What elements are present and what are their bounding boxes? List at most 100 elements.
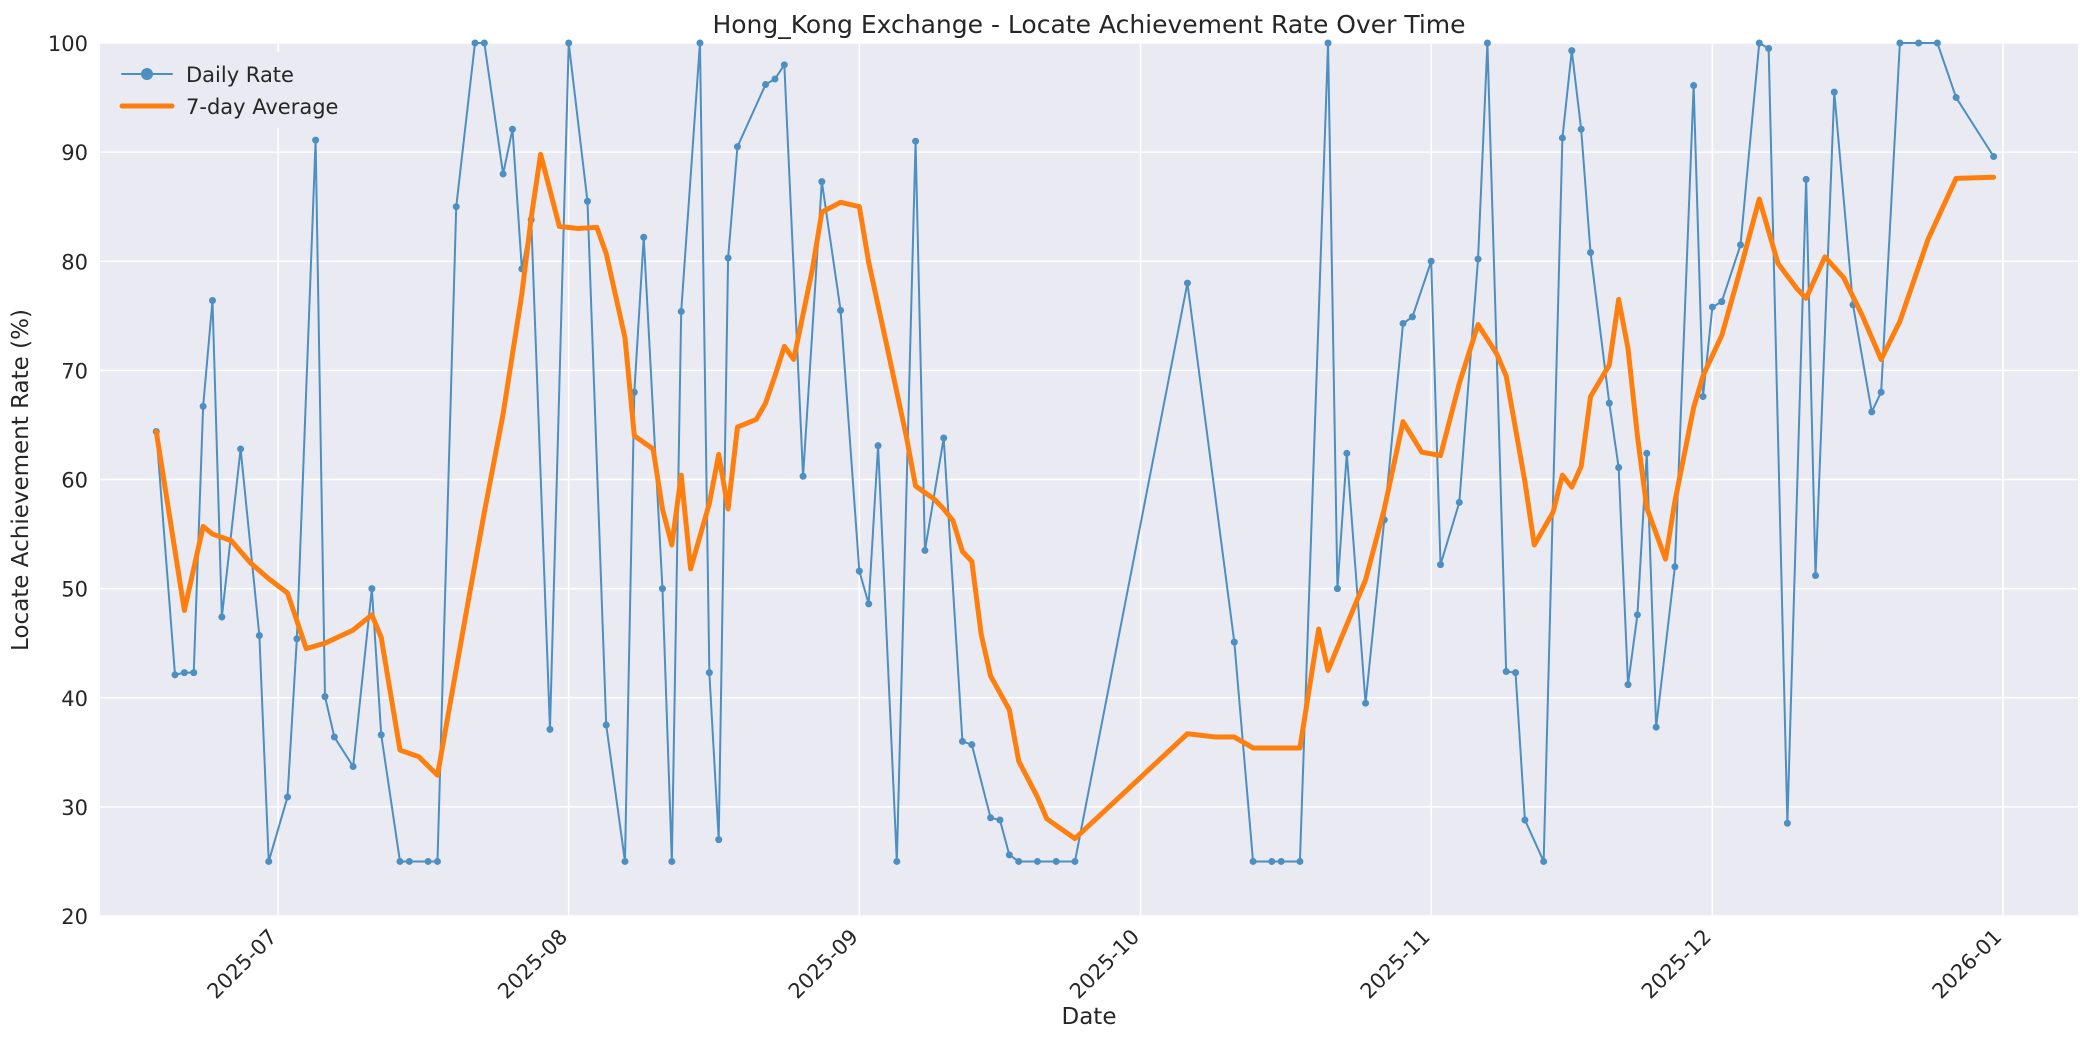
data-point-marker bbox=[715, 836, 723, 844]
data-point-marker bbox=[1015, 857, 1023, 865]
legend-background bbox=[110, 52, 332, 128]
y-tick-label: 30 bbox=[61, 796, 88, 820]
data-point-marker bbox=[771, 75, 779, 83]
data-point-marker bbox=[1737, 241, 1745, 249]
data-point-marker bbox=[1277, 857, 1285, 865]
data-point-marker bbox=[452, 203, 460, 211]
data-point-marker bbox=[912, 137, 920, 145]
data-point-marker bbox=[1437, 561, 1445, 569]
data-point-marker bbox=[668, 857, 676, 865]
y-tick-label: 70 bbox=[61, 359, 88, 383]
data-point-marker bbox=[1408, 313, 1416, 321]
data-point-marker bbox=[1633, 611, 1641, 619]
data-point-marker bbox=[799, 472, 807, 480]
data-point-marker bbox=[1183, 279, 1191, 287]
data-point-marker bbox=[677, 307, 685, 315]
data-point-marker bbox=[855, 567, 863, 575]
data-point-marker bbox=[1399, 319, 1407, 327]
y-tick-label: 20 bbox=[61, 905, 88, 929]
data-point-marker bbox=[218, 613, 226, 621]
data-point-marker bbox=[1052, 857, 1060, 865]
data-point-marker bbox=[1483, 39, 1491, 47]
y-tick-label: 100 bbox=[48, 32, 88, 56]
data-point-marker bbox=[1512, 669, 1520, 677]
data-point-marker bbox=[1615, 464, 1623, 471]
data-point-marker bbox=[865, 600, 873, 608]
data-point-marker bbox=[1540, 857, 1548, 865]
data-point-marker bbox=[1568, 47, 1576, 55]
data-point-marker bbox=[349, 763, 357, 770]
data-point-marker bbox=[1427, 257, 1435, 265]
legend-label: Daily Rate bbox=[186, 63, 294, 87]
data-point-marker bbox=[1296, 857, 1304, 865]
data-point-marker bbox=[940, 434, 948, 442]
y-tick-label: 80 bbox=[61, 250, 88, 274]
data-point-marker bbox=[1690, 82, 1698, 90]
data-point-marker bbox=[583, 197, 591, 205]
data-point-marker bbox=[1877, 388, 1885, 396]
data-point-marker bbox=[1474, 255, 1482, 263]
data-point-marker bbox=[762, 80, 770, 88]
data-point-marker bbox=[1624, 681, 1632, 689]
y-tick-label: 40 bbox=[61, 687, 88, 711]
data-point-marker bbox=[1830, 88, 1838, 96]
data-point-marker bbox=[874, 442, 882, 450]
data-point-marker bbox=[724, 254, 732, 262]
data-point-marker bbox=[396, 857, 404, 865]
data-point-marker bbox=[733, 143, 741, 151]
data-point-marker bbox=[987, 814, 995, 822]
data-point-marker bbox=[293, 635, 301, 643]
data-point-marker bbox=[602, 721, 610, 729]
data-point-marker bbox=[1718, 298, 1726, 306]
legend-label: 7-day Average bbox=[186, 95, 338, 119]
y-tick-label: 90 bbox=[61, 141, 88, 165]
data-point-marker bbox=[321, 693, 329, 701]
legend-item-seven-day-average[interactable]: 7-day Average bbox=[119, 95, 338, 119]
data-point-marker bbox=[1783, 819, 1791, 827]
y-tick-label: 50 bbox=[61, 578, 88, 602]
series-line bbox=[153, 151, 1997, 842]
y-axis-tick-labels: 20 30 40 50 60 70 80 90 100 bbox=[48, 32, 88, 929]
data-point-marker bbox=[255, 632, 263, 640]
data-point-marker bbox=[1268, 857, 1276, 865]
data-point-marker bbox=[1765, 44, 1773, 52]
data-point-marker bbox=[199, 402, 207, 410]
x-axis-title: Date bbox=[1062, 1004, 1117, 1030]
data-point-marker bbox=[190, 669, 198, 677]
data-point-marker bbox=[958, 737, 966, 745]
data-point-marker bbox=[1671, 563, 1679, 571]
data-point-marker bbox=[1033, 857, 1041, 865]
data-point-marker bbox=[705, 669, 713, 677]
data-point-marker bbox=[237, 445, 245, 453]
data-point-marker bbox=[265, 857, 273, 865]
data-point-marker bbox=[658, 585, 666, 593]
data-point-marker bbox=[565, 39, 573, 47]
data-point-marker bbox=[368, 585, 376, 593]
data-point-marker bbox=[330, 733, 338, 741]
data-point-marker bbox=[696, 39, 704, 47]
data-point-marker bbox=[1605, 399, 1613, 407]
data-point-marker bbox=[1005, 851, 1013, 859]
data-point-marker bbox=[499, 170, 507, 178]
data-point-marker bbox=[312, 136, 320, 144]
data-point-marker bbox=[1587, 249, 1595, 257]
data-point-marker bbox=[377, 731, 385, 739]
data-point-marker bbox=[1558, 134, 1566, 142]
data-point-marker bbox=[1755, 39, 1763, 47]
chart-legend[interactable]: Daily Rate 7-day Average bbox=[110, 52, 338, 128]
data-point-marker bbox=[996, 816, 1004, 824]
data-point-marker bbox=[1521, 816, 1529, 824]
data-point-marker bbox=[480, 39, 488, 47]
legend-swatch-marker bbox=[141, 68, 153, 80]
legend-item-daily-rate[interactable]: Daily Rate bbox=[121, 63, 294, 87]
data-point-marker bbox=[405, 857, 413, 865]
data-point-marker bbox=[424, 857, 432, 865]
data-series-layer bbox=[152, 39, 1998, 865]
data-point-marker bbox=[621, 857, 629, 865]
data-point-marker bbox=[1896, 39, 1904, 47]
series-seven-day-average bbox=[153, 151, 1997, 842]
data-point-marker bbox=[471, 39, 479, 47]
data-point-marker bbox=[1643, 449, 1651, 457]
